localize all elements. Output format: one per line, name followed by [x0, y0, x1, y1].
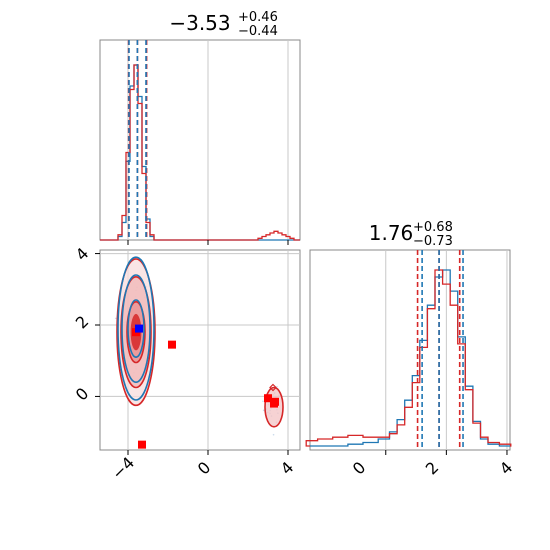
scatter-point	[114, 317, 117, 320]
joint-xtick-label-1: 0	[194, 458, 215, 479]
panel-joint-markers	[132, 324, 279, 449]
panel-right-title-upper: +0.68	[413, 220, 453, 235]
right-xtick-label-1: 2	[422, 458, 443, 479]
joint-ytick-label-1: 2	[72, 312, 93, 333]
marker-2-0	[135, 324, 143, 333]
scatter-point	[262, 409, 265, 412]
contour-2-level-1	[121, 274, 151, 383]
histogram-series-1	[305, 269, 512, 447]
marker-1-0	[264, 394, 272, 403]
panel-top-histograms	[100, 64, 300, 241]
panel-joint-x-tick-labels: −4 0 4	[108, 453, 297, 483]
panel-right-title-median: 1.76	[369, 221, 414, 245]
panel-top-ticks	[127, 240, 289, 245]
panel-right-title: 1.76	[369, 221, 414, 245]
right-xtick-label-2: 4	[496, 458, 517, 479]
panel-right-x-tick-labels: 0 2 4	[349, 458, 517, 479]
histogram-series-1	[100, 64, 300, 241]
contour-2-level-0	[127, 299, 145, 358]
marker-0-1	[168, 340, 176, 349]
scatter-point	[262, 400, 264, 403]
joint-ytick-label-2: 4	[72, 244, 93, 265]
joint-xtick-label-2: 4	[277, 458, 298, 479]
joint-xtick-label-0: −4	[108, 453, 138, 483]
panel-top-title: −3.53	[169, 11, 230, 35]
panel-top-title-median: −3.53	[169, 11, 230, 35]
panel-top-frame	[99, 39, 301, 241]
small-diamond-marker	[269, 383, 277, 392]
scatter-point	[272, 433, 275, 436]
contour-2-level-2	[117, 256, 155, 401]
panel-right-ticks	[385, 450, 508, 455]
panel-right-quantile-lines	[416, 250, 464, 450]
scatter-point	[276, 385, 278, 388]
panel-joint-ticks	[95, 253, 289, 455]
panel-top-title-upper: +0.46	[238, 10, 278, 25]
panel-right-histograms	[305, 269, 512, 447]
right-xtick-label-0: 0	[349, 458, 370, 479]
panel-joint: −4 0 4 0 2 4	[72, 244, 301, 483]
panel-right-grid	[385, 250, 508, 450]
panel-top-marginal: −3.53 +0.46 −0.44	[99, 10, 301, 245]
panel-right-marginal: 1.76 +0.68 −0.73 0 2 4	[305, 220, 517, 479]
panel-joint-y-tick-labels: 0 2 4	[72, 244, 93, 405]
marker-1-2	[271, 397, 279, 406]
panel-right-frame	[309, 249, 511, 451]
panel-right-title-lower: −0.73	[413, 234, 453, 249]
joint-ytick-label-0: 0	[72, 384, 93, 405]
marker-0-2	[138, 440, 146, 449]
panel-top-title-lower: −0.44	[238, 24, 278, 39]
panel-top-quantile-lines	[127, 40, 148, 240]
